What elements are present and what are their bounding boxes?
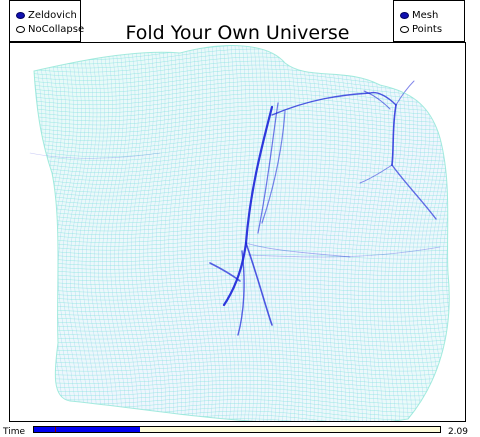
caustic-filament-11: [209, 262, 241, 282]
mesh-canvas[interactable]: [10, 43, 466, 422]
nocollapse-radio-label: NoCollapse: [28, 24, 85, 35]
caustic-filament-12: [245, 242, 351, 258]
zeldovich-radio-label: Zeldovich: [28, 10, 77, 21]
zeldovich-radio-dot[interactable]: [16, 12, 25, 19]
time-slider[interactable]: [33, 426, 441, 433]
caustic-filament-2: [261, 110, 286, 224]
page-title: Fold Your Own Universe: [125, 22, 350, 44]
mesh-sheet: [34, 45, 450, 421]
caustic-filament-7: [391, 164, 437, 220]
view-radio-group: Mesh Points: [393, 0, 465, 42]
time-value: 2.09: [447, 427, 468, 437]
caustic-filament-14: [29, 152, 161, 159]
nocollapse-radio-dot[interactable]: [16, 26, 25, 33]
time-slider-handle[interactable]: [55, 427, 57, 432]
time-label: Time: [3, 427, 26, 437]
caustic-filament-1: [257, 102, 279, 234]
mode-radio-group: Zeldovich NoCollapse: [9, 0, 84, 42]
universe-plot[interactable]: [9, 42, 466, 422]
mesh-radio-dot[interactable]: [400, 12, 409, 19]
zeldovich-radio[interactable]: Zeldovich: [16, 10, 77, 21]
mesh-outline: [33, 45, 450, 421]
caustic-filament-13: [247, 246, 441, 258]
points-radio-label: Points: [412, 24, 443, 35]
mesh-radio-label: Mesh: [412, 10, 439, 21]
nocollapse-radio[interactable]: NoCollapse: [16, 24, 84, 35]
caustic-filament-9: [395, 80, 415, 106]
caustic-filaments: [29, 80, 441, 336]
caustic-filament-3: [245, 242, 273, 326]
caustic-filament-4: [237, 250, 245, 336]
time-slider-fill: [34, 427, 141, 432]
caustic-filament-8: [359, 164, 393, 184]
points-radio-dot[interactable]: [400, 26, 409, 33]
caustic-filament-0: [222, 105, 274, 307]
caustic-filament-6: [391, 104, 397, 166]
caustic-filament-10: [363, 90, 391, 110]
mesh-radio[interactable]: Mesh: [400, 10, 438, 21]
caustic-filament-5: [271, 91, 397, 116]
points-radio[interactable]: Points: [400, 24, 442, 35]
